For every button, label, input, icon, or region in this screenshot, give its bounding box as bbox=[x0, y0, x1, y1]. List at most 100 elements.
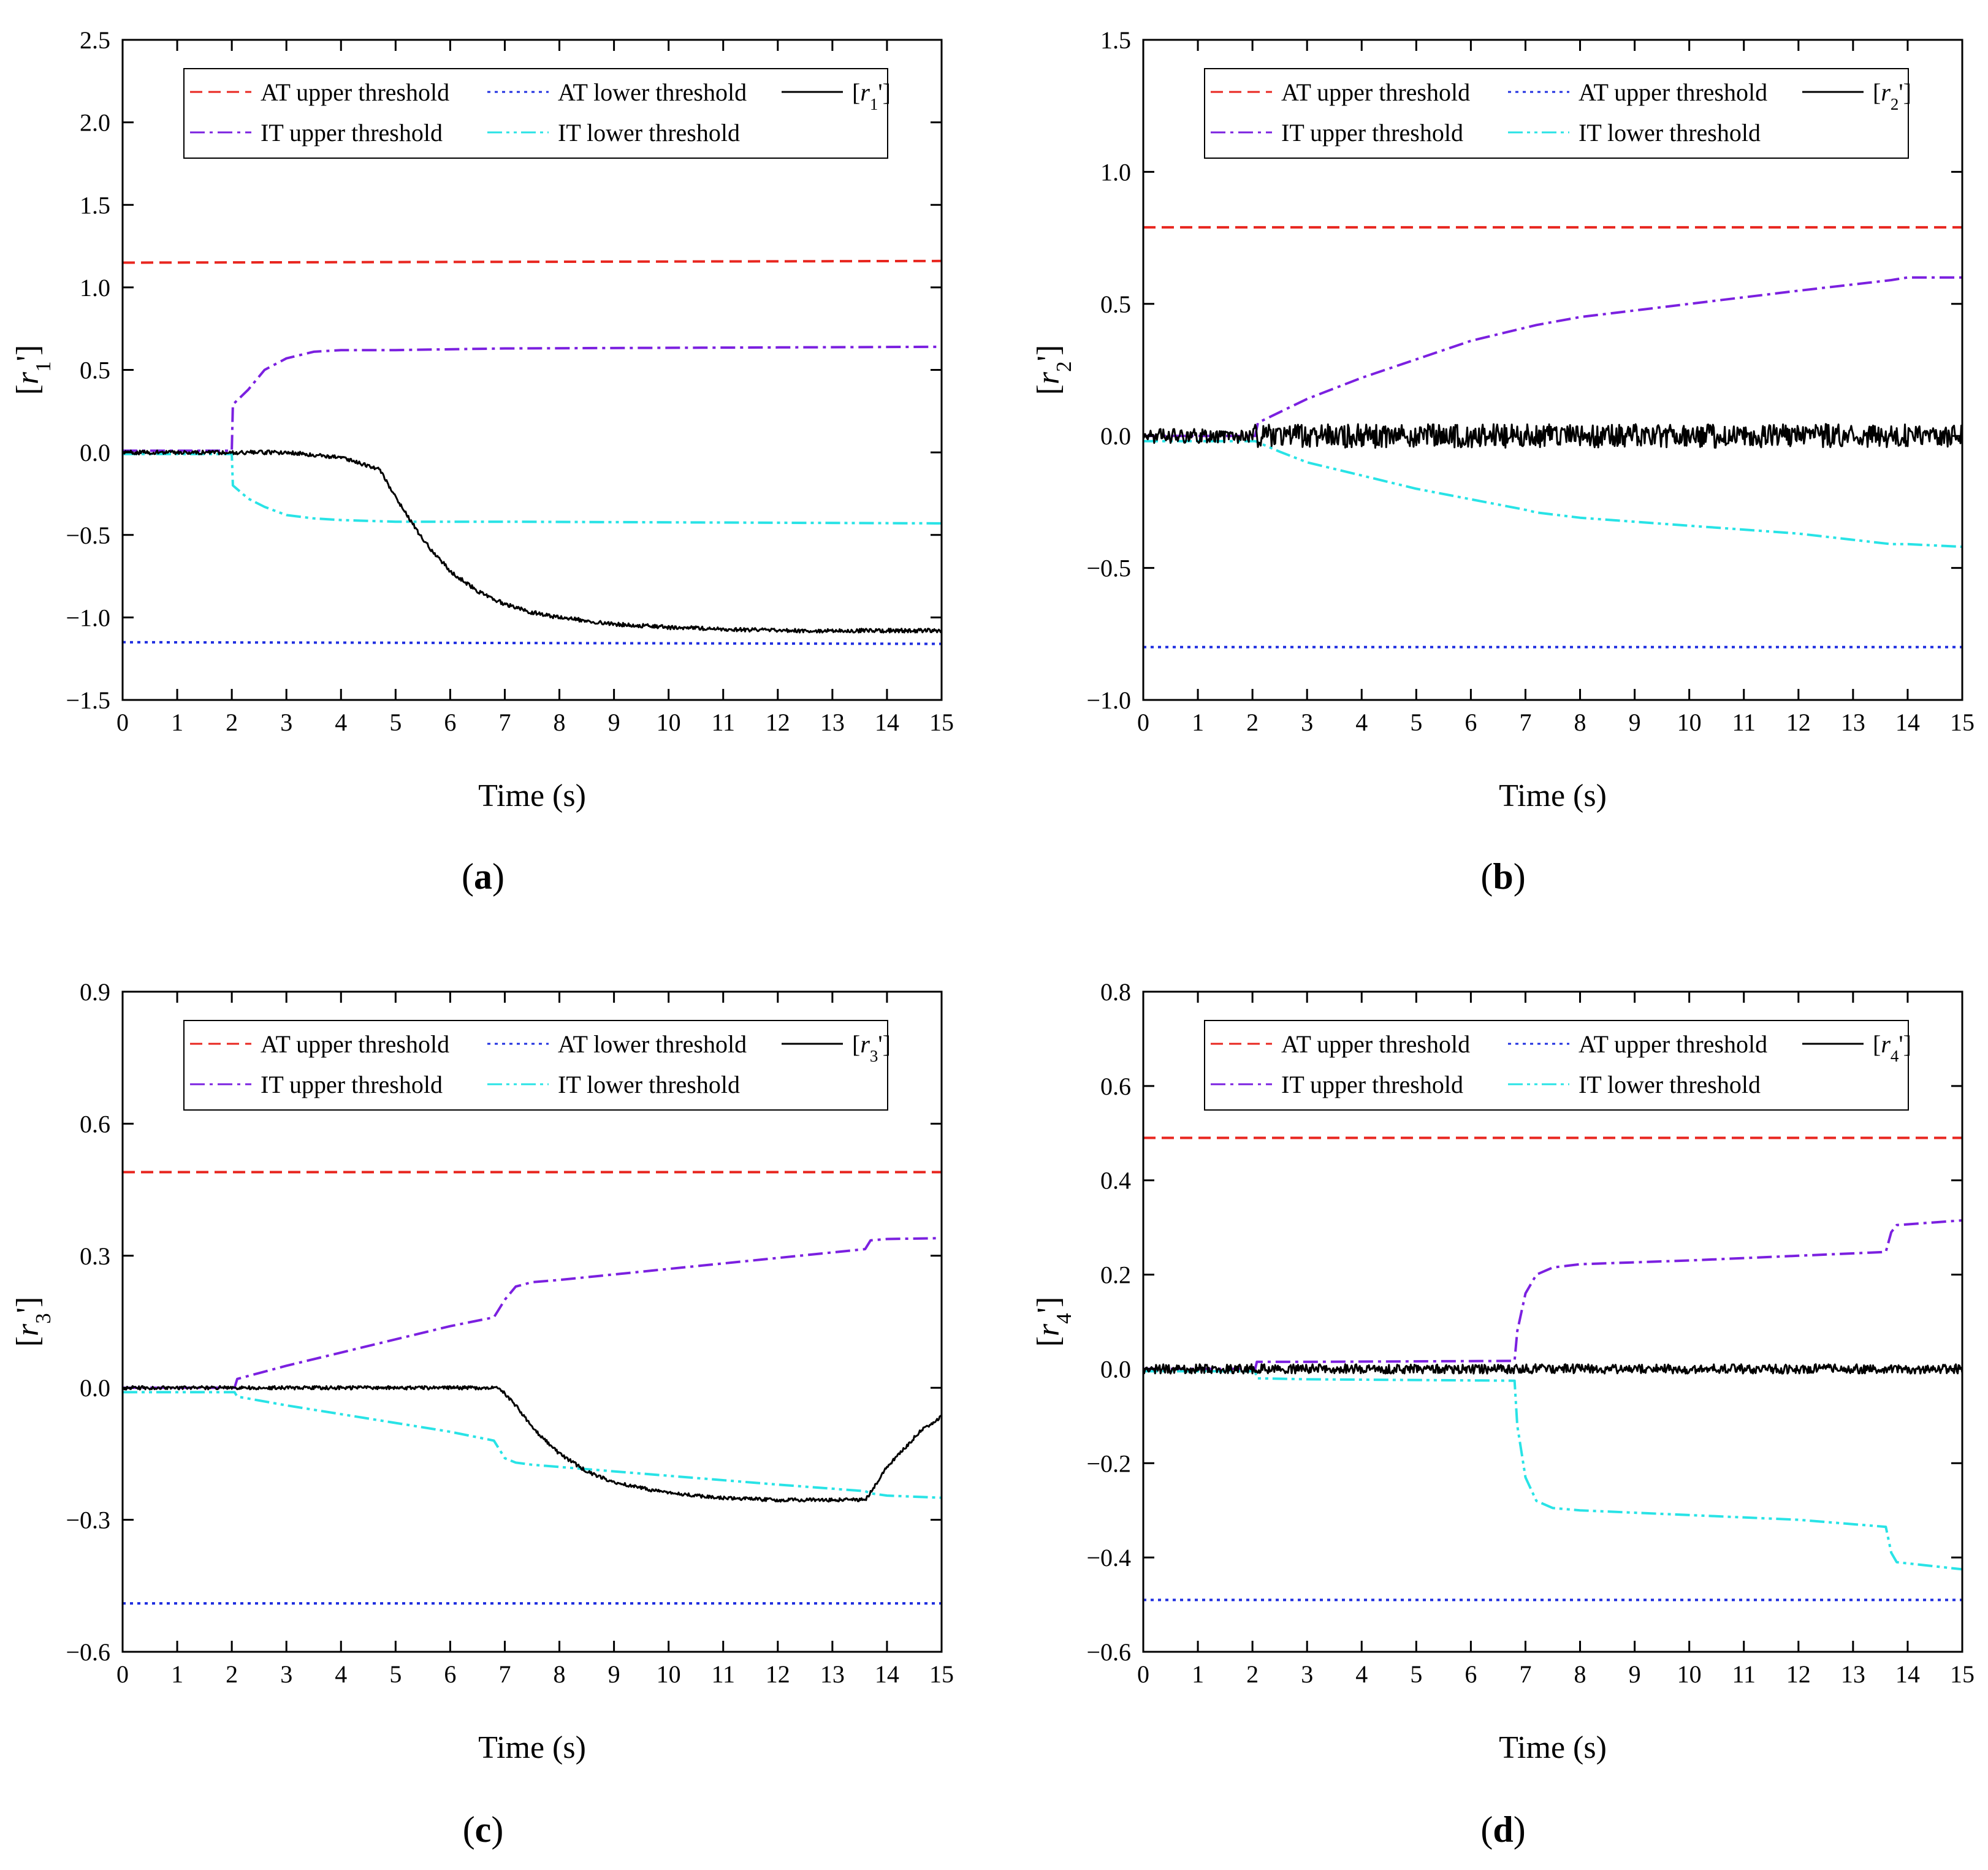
series-group bbox=[1143, 226, 1962, 648]
x-tick-label: 7 bbox=[1519, 1660, 1531, 1688]
x-tick-label: 1 bbox=[1192, 709, 1204, 736]
x-tick-label: 13 bbox=[1841, 709, 1865, 736]
panel-c: 0 1 2 3 4 5 6 7 8 9 10 11 12 13 14 15−0.6−0.30.00.30.60… bbox=[10, 978, 954, 1765]
x-axis-title: Time (s) bbox=[1499, 1730, 1607, 1765]
y-tick-label: 1.0 bbox=[80, 274, 110, 302]
x-tick-label: 10 bbox=[657, 709, 681, 736]
legend-label-1: AT upper threshold bbox=[261, 78, 449, 106]
x-tick-label: 2 bbox=[226, 1660, 238, 1688]
x-tick-label: 4 bbox=[335, 709, 347, 736]
y-tick-label: 0.5 bbox=[80, 357, 110, 384]
y-tick-label: 0.8 bbox=[1100, 978, 1131, 1006]
series-line-4 bbox=[123, 452, 942, 525]
y-axis-title: [r1'] bbox=[10, 345, 55, 395]
legend-box bbox=[1204, 68, 1909, 159]
y-tick-label: 1.5 bbox=[1100, 26, 1131, 54]
y-tick-label: 0.5 bbox=[1100, 291, 1131, 318]
y-axis-title: [r2'] bbox=[1031, 345, 1076, 395]
x-tick-label: 6 bbox=[444, 1660, 456, 1688]
x-tick-label: 11 bbox=[711, 1660, 735, 1688]
y-tick-label: −0.2 bbox=[1086, 1450, 1131, 1477]
x-tick-label: 8 bbox=[1574, 709, 1586, 736]
x-tick-label: 7 bbox=[498, 709, 511, 736]
series-line-3 bbox=[123, 1237, 942, 1389]
x-tick-label: 5 bbox=[1410, 709, 1422, 736]
x-tick-label: 12 bbox=[766, 1660, 790, 1688]
legend-label-4: IT lower threshold bbox=[558, 119, 740, 146]
legend-label-5: [r2'] bbox=[1873, 78, 1911, 113]
y-tick-label: 0.9 bbox=[80, 978, 110, 1006]
x-tick-label: 6 bbox=[444, 709, 456, 736]
legend-label-2: AT upper threshold bbox=[1579, 1030, 1767, 1058]
x-tick-label: 12 bbox=[1786, 1660, 1811, 1688]
x-tick-label: 14 bbox=[875, 709, 899, 736]
plot-frame bbox=[121, 990, 943, 1653]
x-tick-label: 12 bbox=[1786, 709, 1811, 736]
x-tick-label: 4 bbox=[335, 1660, 347, 1688]
series-line-2 bbox=[123, 640, 942, 645]
series-line-4 bbox=[1143, 1370, 1962, 1571]
x-tick-label: 15 bbox=[1950, 709, 1975, 736]
series-line-3 bbox=[123, 345, 942, 452]
y-tick-label: −0.4 bbox=[1086, 1544, 1131, 1572]
y-axis-title: [r4'] bbox=[1031, 1297, 1076, 1347]
x-tick-label: 1 bbox=[171, 709, 183, 736]
legend-label-5: [r1'] bbox=[852, 78, 891, 113]
y-tick-label: −0.3 bbox=[66, 1507, 110, 1534]
x-tick-label: 14 bbox=[1895, 1660, 1920, 1688]
x-tick-label: 9 bbox=[1629, 709, 1641, 736]
legend: AT upper threshold AT upper threshold [r4'… bbox=[1204, 1020, 1911, 1111]
x-tick-label: 12 bbox=[766, 709, 790, 736]
y-tick-label: 0.0 bbox=[1100, 422, 1131, 450]
x-tick-label: 14 bbox=[875, 1660, 899, 1688]
x-tick-label: 9 bbox=[608, 1660, 620, 1688]
plot-frame bbox=[1142, 39, 1963, 701]
x-tick-label: 4 bbox=[1355, 709, 1368, 736]
series-line-1 bbox=[123, 259, 942, 264]
legend: AT upper threshold AT lower threshold [r1'… bbox=[183, 68, 891, 159]
y-tick-label: 2.0 bbox=[80, 109, 110, 137]
series-line-4 bbox=[123, 1391, 942, 1499]
x-tick-label: 1 bbox=[1192, 1660, 1204, 1688]
legend-label-3: IT upper threshold bbox=[1281, 119, 1463, 146]
x-tick-label: 6 bbox=[1464, 709, 1477, 736]
series-line-4 bbox=[1143, 439, 1962, 549]
legend-label-3: IT upper threshold bbox=[261, 119, 443, 146]
series-line-5 bbox=[1143, 423, 1962, 449]
panel-a: 0 1 2 3 4 5 6 7 8 9 10 11 12 13 14 15−1.5−1.0−0.50.00.5… bbox=[10, 26, 954, 813]
y-tick-label: −1.0 bbox=[66, 604, 110, 631]
panel-b: 0 1 2 3 4 5 6 7 8 9 10 11 12 13 14 15−1.0−0.50.00.51.01… bbox=[1031, 26, 1975, 813]
legend-box bbox=[183, 1020, 888, 1111]
series-line-5 bbox=[123, 449, 942, 634]
y-tick-label: 0.2 bbox=[1100, 1261, 1131, 1289]
legend-label-4: IT lower threshold bbox=[1579, 119, 1761, 146]
x-tick-label: 11 bbox=[1732, 1660, 1756, 1688]
x-tick-label: 3 bbox=[280, 709, 292, 736]
x-tick-label: 13 bbox=[820, 709, 845, 736]
series-group bbox=[123, 259, 942, 645]
y-tick-label: −1.0 bbox=[1086, 686, 1131, 714]
x-tick-label: 2 bbox=[1246, 1660, 1259, 1688]
legend-box bbox=[183, 68, 888, 159]
x-tick-label: 3 bbox=[1301, 1660, 1313, 1688]
x-tick-label: 6 bbox=[1464, 1660, 1477, 1688]
legend-label-1: AT upper threshold bbox=[1281, 78, 1470, 106]
y-axis-title: [r3'] bbox=[10, 1297, 55, 1347]
y-tick-label: 0.4 bbox=[1100, 1167, 1131, 1195]
y-tick-label: −0.5 bbox=[66, 522, 110, 549]
y-tick-label: −0.6 bbox=[1086, 1638, 1131, 1666]
legend: AT upper threshold AT lower threshold [r3'… bbox=[183, 1020, 891, 1111]
x-tick-label: 7 bbox=[498, 1660, 511, 1688]
x-tick-label: 8 bbox=[554, 709, 566, 736]
y-tick-label: 0.0 bbox=[80, 1374, 110, 1402]
x-tick-label: 8 bbox=[1574, 1660, 1586, 1688]
x-tick-label: 10 bbox=[1677, 1660, 1702, 1688]
x-tick-label: 0 bbox=[1137, 709, 1149, 736]
x-axis-title: Time (s) bbox=[478, 1730, 586, 1765]
x-tick-label: 9 bbox=[608, 709, 620, 736]
x-tick-label: 9 bbox=[1629, 1660, 1641, 1688]
panel-label-b: (b) bbox=[1480, 856, 1525, 897]
legend-label-3: IT upper threshold bbox=[1281, 1071, 1463, 1098]
x-tick-label: 1 bbox=[171, 1660, 183, 1688]
legend-label-4: IT lower threshold bbox=[1579, 1071, 1761, 1098]
